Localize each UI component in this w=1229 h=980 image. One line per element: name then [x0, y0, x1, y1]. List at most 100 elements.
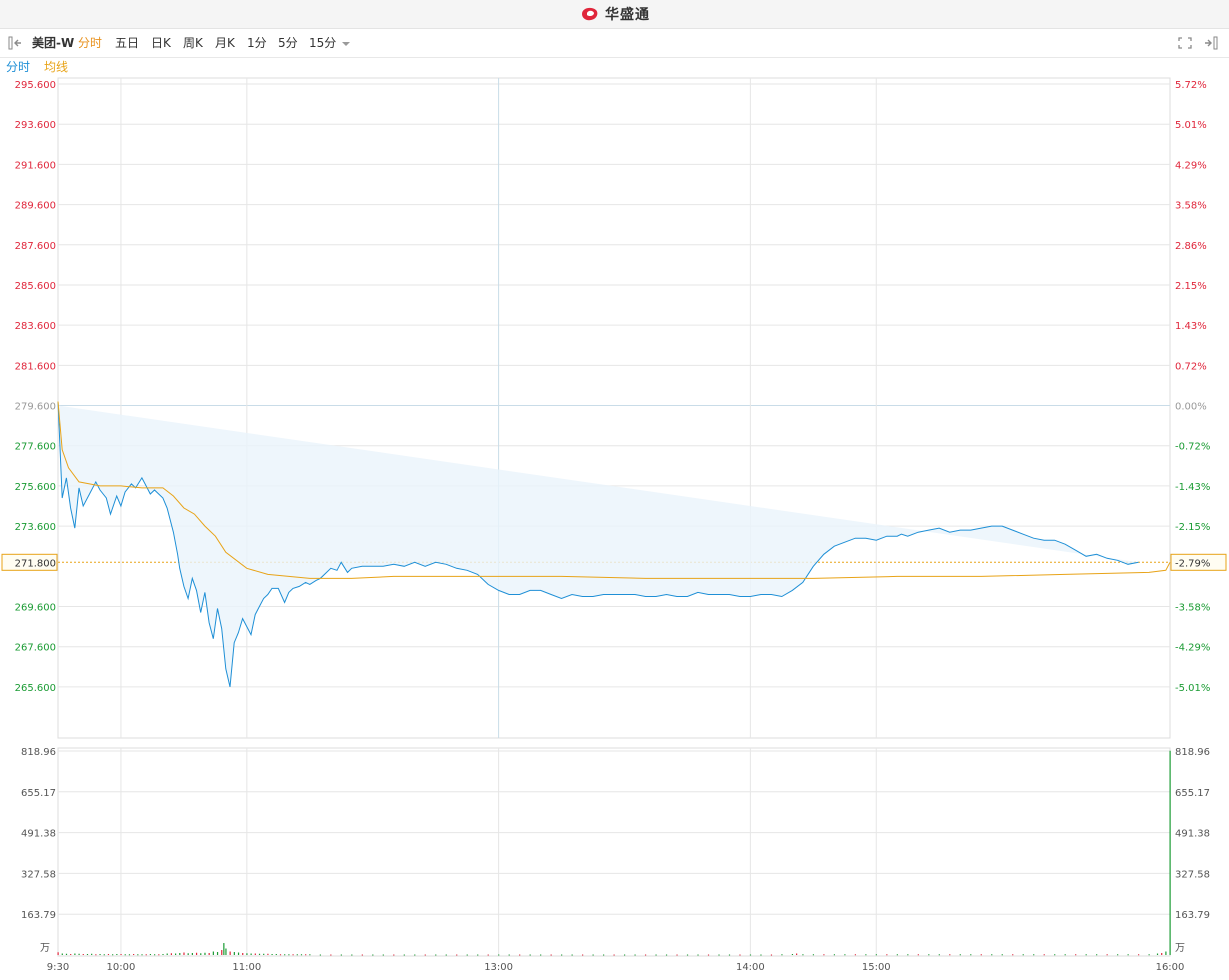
volume-tick-label-right: 655.17	[1175, 788, 1210, 799]
volume-bar	[1169, 750, 1171, 955]
price-tick-label: 289.600	[15, 201, 56, 212]
legend-price-line: 分时	[6, 60, 31, 74]
volume-bar	[242, 953, 244, 955]
volume-bar	[519, 954, 521, 956]
volume-bar	[279, 954, 282, 956]
volume-bar	[216, 952, 219, 955]
volume-bar	[221, 950, 223, 955]
volume-bar	[296, 954, 298, 956]
tab-month-k[interactable]: 月K	[215, 36, 235, 50]
volume-bar	[403, 954, 405, 956]
volume-bar	[760, 954, 762, 956]
volume-bar	[1138, 954, 1140, 956]
volume-bar	[739, 954, 741, 956]
volume-tick-label: 327.58	[21, 869, 56, 880]
volume-bar	[928, 954, 930, 956]
volume-bar	[414, 954, 416, 956]
volume-bar	[305, 954, 307, 956]
volume-tick-label-right: 163.79	[1175, 910, 1210, 921]
volume-bar	[82, 954, 84, 956]
volume-bar	[258, 953, 261, 955]
legend-bar: 分时 均线	[0, 58, 1229, 76]
volume-bar	[1075, 954, 1077, 956]
chevron-down-icon[interactable]	[341, 40, 351, 48]
volume-bar	[1117, 954, 1119, 956]
price-tick-label: 295.600	[15, 80, 56, 91]
tab-week-k[interactable]: 周K	[183, 36, 203, 50]
pct-tick-label: 5.72%	[1175, 80, 1207, 91]
volume-bar	[802, 954, 804, 956]
time-tick-label: 10:00	[107, 962, 136, 973]
volume-unit-label: 万	[40, 943, 50, 954]
volume-bar	[284, 954, 286, 956]
volume-bar	[770, 954, 773, 956]
top-bar: 华盛通	[0, 0, 1229, 29]
price-tick-label: 271.800	[15, 558, 56, 569]
volume-bar	[246, 953, 248, 955]
tab-15min[interactable]: 15分	[309, 36, 337, 50]
volume-bar	[865, 954, 867, 956]
volume-bar	[141, 954, 143, 956]
toolbar: 美团-W 分时 五日 日K 周K 月K 1分 5分 15分	[0, 29, 1229, 58]
brand-name: 华盛通	[605, 7, 650, 23]
volume-bar	[781, 954, 783, 956]
collapse-left-icon[interactable]	[8, 36, 24, 50]
volume-bar	[223, 943, 225, 955]
volume-bar	[137, 954, 139, 956]
volume-unit-label-right: 万	[1175, 943, 1185, 954]
volume-bar	[728, 954, 731, 956]
pct-tick-label: -2.79%	[1175, 558, 1210, 569]
tab-five-day[interactable]: 五日	[115, 36, 140, 50]
volume-bar	[292, 954, 294, 956]
volume-bar	[65, 953, 68, 955]
tab-day-k[interactable]: 日K	[151, 36, 171, 50]
volume-tick-label-right: 818.96	[1175, 747, 1210, 758]
volume-bar	[361, 954, 363, 956]
tab-5min[interactable]: 5分	[278, 36, 298, 50]
volume-bar	[158, 954, 160, 956]
fullscreen-icon[interactable]	[1177, 36, 1193, 50]
brand-logo-icon	[582, 7, 598, 21]
volume-bar	[91, 953, 93, 955]
volume-bar	[288, 954, 290, 956]
volume-bar	[95, 954, 97, 956]
collapse-right-icon[interactable]	[1202, 36, 1218, 50]
volume-bar	[74, 953, 76, 955]
volume-bar	[791, 954, 794, 956]
volume-bar	[330, 954, 332, 956]
volume-bar	[70, 954, 72, 956]
volume-bar	[896, 954, 898, 956]
volume-bar	[187, 953, 189, 955]
price-tick-label: 291.600	[15, 160, 56, 171]
price-tick-label: 281.600	[15, 361, 56, 372]
volume-bar	[340, 954, 342, 956]
volume-bar	[124, 954, 126, 956]
legend-avg-line: 均线	[44, 60, 69, 74]
pct-tick-label: 5.01%	[1175, 120, 1207, 131]
volume-bar	[300, 954, 303, 956]
time-tick-label: 15:00	[862, 962, 891, 973]
volume-bar	[267, 953, 269, 955]
price-area-fill	[58, 401, 1139, 687]
volume-bar	[1148, 954, 1150, 956]
price-tick-label: 279.600	[15, 402, 56, 413]
pct-tick-label: 3.58%	[1175, 201, 1207, 212]
tab-1min[interactable]: 1分	[247, 36, 267, 50]
volume-bar	[466, 954, 468, 956]
tab-timeshare[interactable]: 分时	[78, 36, 103, 50]
volume-bar	[634, 954, 636, 956]
volume-bar	[875, 954, 877, 956]
volume-bar	[1127, 954, 1129, 956]
average-line	[57, 401, 1171, 579]
volume-bar	[154, 954, 156, 956]
volume-bar	[1085, 954, 1087, 956]
pct-tick-label: 2.15%	[1175, 281, 1207, 292]
volume-bar	[498, 954, 500, 956]
volume-bar	[170, 953, 172, 955]
volume-bar	[99, 954, 101, 956]
volume-bar	[561, 954, 563, 956]
time-tick-label: 13:00	[484, 962, 513, 973]
pct-tick-label: -4.29%	[1175, 643, 1210, 654]
volume-bar	[592, 954, 594, 956]
